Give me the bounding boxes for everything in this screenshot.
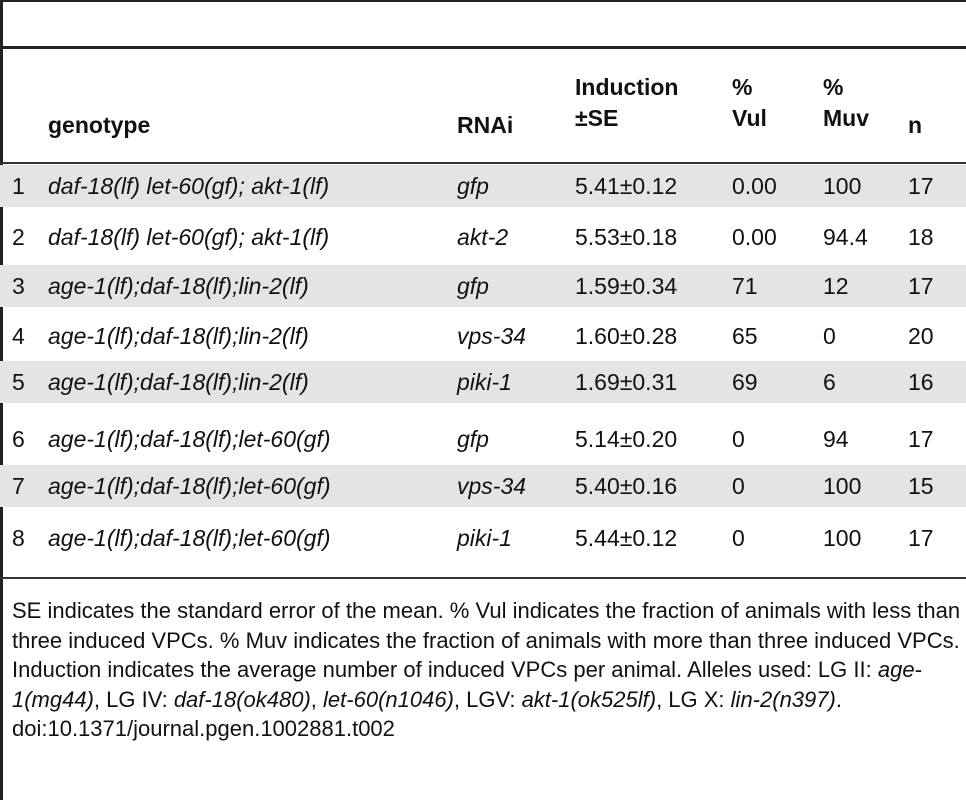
row-vul: 0	[732, 525, 745, 551]
row-rnai: piki-1	[457, 369, 512, 395]
row-n: 17	[908, 273, 934, 299]
row-induction: 5.44±0.12	[575, 525, 678, 551]
row-induction: 5.53±0.18	[575, 224, 678, 250]
row-vul: 71	[732, 273, 758, 299]
row-vul: 0.00	[732, 173, 777, 199]
row-n: 17	[908, 525, 934, 551]
table-row: 6 age-1(lf);daf-18(lf);let-60(gf) gfp 5.…	[0, 418, 966, 460]
row-muv: 6	[823, 369, 836, 395]
allele-daf-18: daf-18(ok480)	[173, 686, 311, 712]
row-genotype: age-1(lf);daf-18(lf);lin-2(lf)	[48, 323, 309, 349]
row-vul: 0	[732, 473, 745, 499]
row-muv: 100	[823, 173, 862, 199]
row-muv: 12	[823, 273, 849, 299]
row-induction: 1.69±0.31	[575, 369, 678, 395]
table-bottom-rule	[0, 577, 966, 579]
row-n: 20	[908, 323, 934, 349]
row-rnai: gfp	[457, 426, 489, 452]
row-n: 16	[908, 369, 934, 395]
row-rnai: akt-2	[457, 224, 509, 250]
table-row: 1 daf-18(lf) let-60(gf); akt-1(lf) gfp 5…	[0, 165, 966, 207]
row-number: 7	[12, 473, 25, 499]
row-muv: 100	[823, 473, 862, 499]
row-genotype: daf-18(lf) let-60(gf); akt-1(lf)	[48, 173, 330, 199]
row-number: 8	[12, 525, 25, 551]
table-row: 4 age-1(lf);daf-18(lf);lin-2(lf) vps-34 …	[0, 315, 966, 357]
row-muv: 94	[823, 426, 849, 452]
footnote-text: SE indicates the standard error of the m…	[12, 598, 961, 712]
row-genotype: age-1(lf);daf-18(lf);let-60(gf)	[48, 525, 331, 551]
row-vul: 69	[732, 369, 758, 395]
header-induction: Induction ±SE	[575, 74, 679, 131]
top-rule	[0, 0, 966, 2]
doi-link[interactable]: doi:10.1371/journal.pgen.1002881.t002	[12, 716, 395, 741]
row-rnai: vps-34	[457, 323, 527, 349]
table-row: 8 age-1(lf);daf-18(lf);let-60(gf) piki-1…	[0, 517, 966, 559]
row-rnai: gfp	[457, 173, 489, 199]
header-rule	[0, 162, 966, 164]
row-induction: 5.40±0.16	[575, 473, 678, 499]
table-row: 7 age-1(lf);daf-18(lf);let-60(gf) vps-34…	[0, 465, 966, 507]
row-vul: 0	[732, 426, 745, 452]
header-rnai: RNAi	[457, 112, 514, 138]
row-number: 1	[12, 173, 25, 199]
row-number: 6	[12, 426, 25, 452]
row-muv: 94.4	[823, 224, 868, 250]
row-induction: 5.41±0.12	[575, 173, 678, 199]
row-induction: 1.59±0.34	[575, 273, 678, 299]
row-number: 2	[12, 224, 25, 250]
row-rnai: piki-1	[457, 525, 512, 551]
row-genotype: daf-18(lf) let-60(gf); akt-1(lf)	[48, 224, 330, 250]
table-top-rule	[0, 46, 966, 49]
table-row: 3 age-1(lf);daf-18(lf);lin-2(lf) gfp 1.5…	[0, 265, 966, 307]
row-n: 17	[908, 426, 934, 452]
row-rnai: gfp	[457, 273, 489, 299]
row-induction: 1.60±0.28	[575, 323, 678, 349]
table-footnote: SE indicates the standard error of the m…	[12, 596, 962, 744]
allele-age-1: age-1(mg44)	[12, 657, 922, 712]
row-number: 4	[12, 323, 25, 349]
row-n: 17	[908, 173, 934, 199]
row-rnai: vps-34	[457, 473, 527, 499]
table-row: 5 age-1(lf);daf-18(lf);lin-2(lf) piki-1 …	[0, 361, 966, 403]
row-muv: 100	[823, 525, 862, 551]
row-genotype: age-1(lf);daf-18(lf);let-60(gf)	[48, 426, 331, 452]
allele-lin-2: lin-2(n397)	[730, 686, 836, 712]
row-muv: 0	[823, 323, 836, 349]
allele-akt-1: akt-1(ok525lf)	[521, 686, 657, 712]
row-number: 3	[12, 273, 25, 299]
row-n: 18	[908, 224, 934, 250]
row-genotype: age-1(lf);daf-18(lf);let-60(gf)	[48, 473, 331, 499]
row-number: 5	[12, 369, 25, 395]
row-genotype: age-1(lf);daf-18(lf);lin-2(lf)	[48, 369, 309, 395]
table-header: genotype RNAi Induction ±SE % Vul % Muv …	[0, 64, 966, 162]
row-induction: 5.14±0.20	[575, 426, 678, 452]
header-vul: % Vul	[732, 74, 767, 131]
row-vul: 0.00	[732, 224, 777, 250]
row-vul: 65	[732, 323, 758, 349]
header-n: n	[908, 112, 923, 138]
row-n: 15	[908, 473, 934, 499]
allele-let-60: let-60(n1046)	[323, 686, 454, 712]
header-muv: % Muv	[823, 74, 869, 131]
row-genotype: age-1(lf);daf-18(lf);lin-2(lf)	[48, 273, 309, 299]
table-row: 2 daf-18(lf) let-60(gf); akt-1(lf) akt-2…	[0, 216, 966, 258]
header-genotype: genotype	[48, 112, 151, 138]
